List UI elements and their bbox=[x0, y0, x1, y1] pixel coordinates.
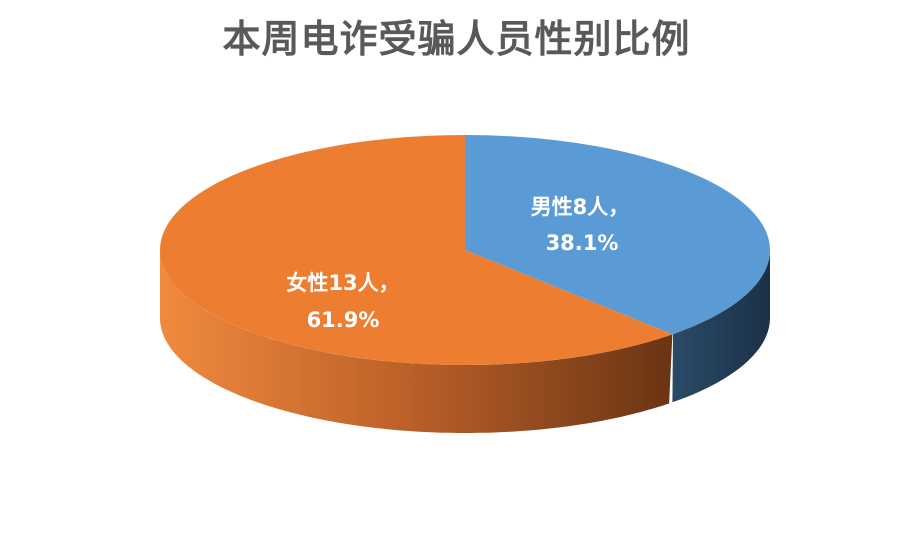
chart-title: 本周电诈受骗人员性别比例 bbox=[222, 17, 691, 61]
slice-女性[interactable] bbox=[160, 135, 673, 365]
label-female-line1: 女性13人， bbox=[286, 271, 399, 295]
label-male-line2: 38.1% bbox=[546, 231, 619, 255]
slice-男性[interactable] bbox=[465, 135, 771, 335]
slice-side-男性 bbox=[672, 250, 770, 403]
label-female-line2: 61.9% bbox=[307, 308, 380, 332]
label-male-line1: 男性8人， bbox=[531, 195, 630, 219]
slice-side-女性 bbox=[160, 251, 673, 433]
